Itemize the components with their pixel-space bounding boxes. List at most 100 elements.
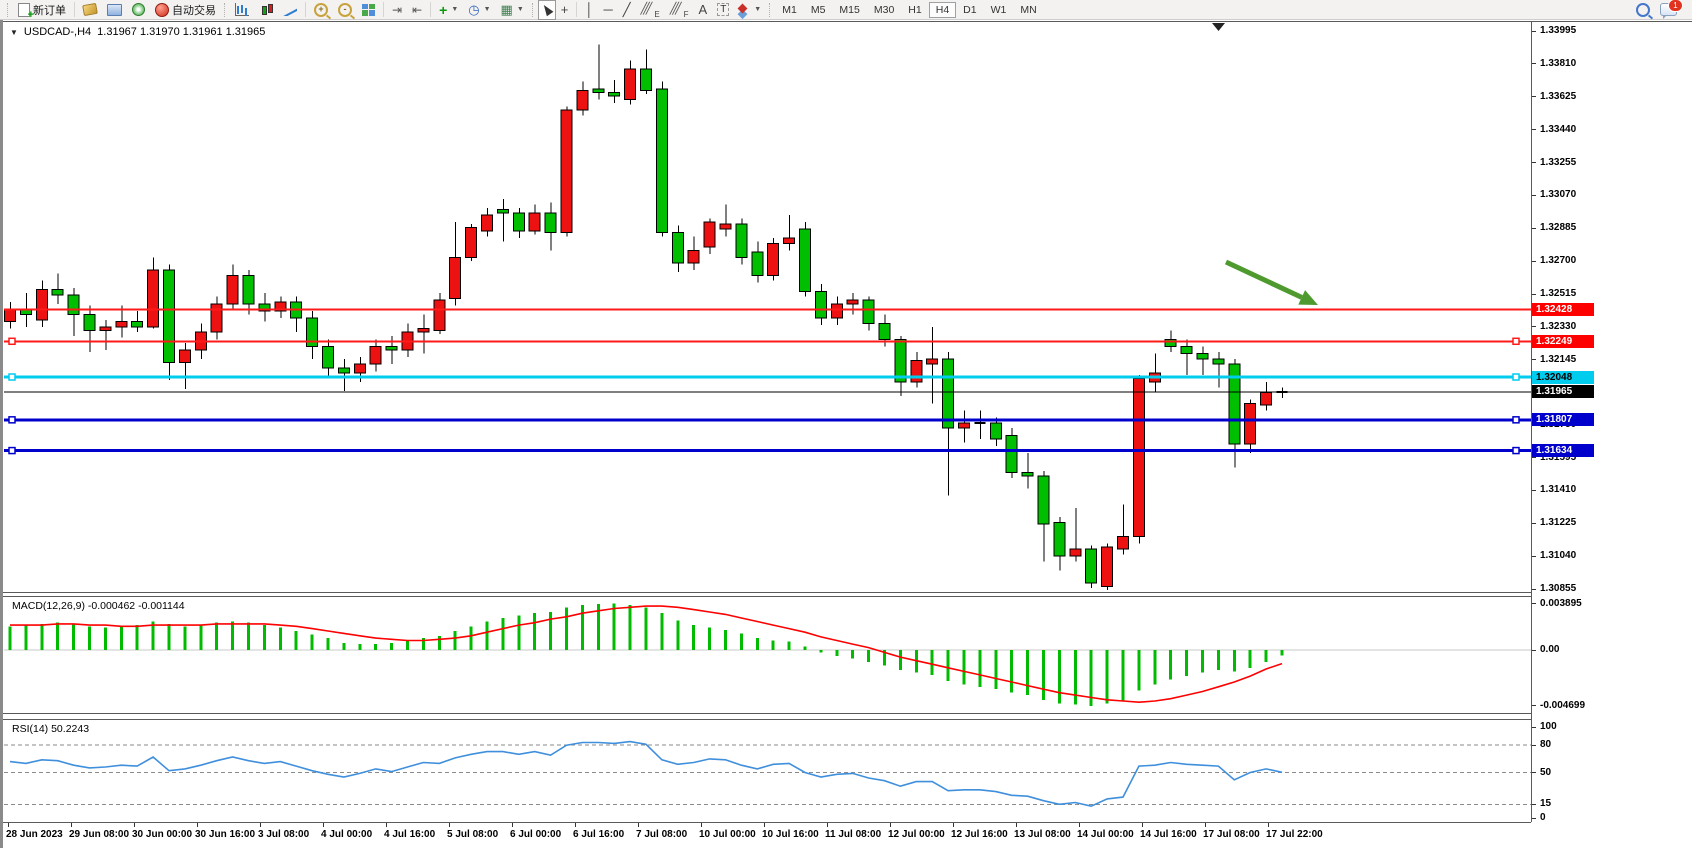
candle-bull <box>99 326 112 331</box>
price-tick-label: 1.32330 <box>1540 320 1577 332</box>
signals-button[interactable] <box>127 0 150 20</box>
fibonacci-tool-button[interactable]: ╱╱╱ F <box>665 0 694 20</box>
macd-pane[interactable] <box>4 597 1531 713</box>
splitter-macd-rsi[interactable] <box>3 713 1531 714</box>
symbol-label: USDCAD-,H4 <box>23 26 92 38</box>
splitter-macd-rsi-lower[interactable] <box>3 719 1531 720</box>
candle-bull <box>178 349 191 363</box>
candle-bear <box>1053 521 1066 557</box>
zoom-in-icon: + <box>314 2 328 17</box>
bar-chart-button[interactable] <box>230 0 254 20</box>
price-tick-mark <box>1532 817 1536 819</box>
vertical-line-tool-button[interactable]: │ <box>580 0 598 20</box>
macd-bar <box>835 650 839 656</box>
candle-bull <box>958 422 970 429</box>
candle-bull <box>226 274 239 305</box>
rsi-pane[interactable] <box>4 720 1531 822</box>
autotrade-button[interactable]: 自动交易 <box>150 0 221 20</box>
candle-bear <box>51 289 64 296</box>
splitter-main-macd[interactable] <box>3 592 1531 593</box>
periods-button[interactable]: ◷ ▼ <box>463 0 495 20</box>
zoom-in-button[interactable]: + <box>309 0 333 20</box>
chart-shift-button[interactable]: ⇤ <box>407 0 427 20</box>
cursor-tool-button[interactable] <box>537 0 556 20</box>
timeframe-button-d1[interactable]: D1 <box>963 3 977 16</box>
crosshair-tool-button[interactable]: + <box>556 0 574 20</box>
search-button[interactable] <box>1631 0 1655 20</box>
tile-windows-button[interactable] <box>357 0 380 20</box>
new-order-button[interactable]: 新订单 <box>13 0 71 21</box>
zoom-out-icon: - <box>338 2 352 17</box>
time-tick-label: 12 Jul 00:00 <box>888 829 945 840</box>
line-chart-button[interactable] <box>278 0 302 20</box>
text-label-tool-button[interactable]: T <box>712 0 734 20</box>
candlestick-chart-button[interactable] <box>254 0 278 20</box>
candle-bear <box>1164 338 1177 347</box>
price-axis[interactable]: 1.33995 1.33810 1.33625 1.33440 1.33255 1.330… <box>1532 22 1692 823</box>
time-axis[interactable]: 28 Jun 2023 29 Jun 08:00 30 Jun 00:00 30 Ju… <box>4 823 1531 848</box>
rsi-chart[interactable] <box>4 720 1531 822</box>
symbol-dropdown-icon[interactable]: ▼ <box>10 27 18 37</box>
indicators-button[interactable]: + ▼ <box>434 0 463 20</box>
splitter-main-macd-lower[interactable] <box>3 596 1531 597</box>
main-chart-pane[interactable] <box>4 22 1531 592</box>
timeframe-button-m30[interactable]: M30 <box>873 3 895 16</box>
candle-bull <box>576 90 589 111</box>
toolbar-drag-handle[interactable] <box>224 2 227 17</box>
price-tick-mark <box>1532 489 1536 491</box>
candlestick-chart[interactable] <box>4 22 1531 592</box>
timeframe-button-m15[interactable]: M15 <box>839 3 860 16</box>
chat-button[interactable]: 1 <box>1655 0 1683 20</box>
market-watch-button[interactable] <box>102 0 127 20</box>
price-tag: 1.31807 <box>1532 413 1594 427</box>
macd-bar <box>994 650 998 690</box>
timeframe-button-w1[interactable]: W1 <box>990 3 1007 16</box>
time-tick-mark <box>134 823 135 827</box>
macd-bar <box>231 621 235 650</box>
toolbar-drag-handle[interactable] <box>531 2 535 17</box>
macd-bar <box>771 640 775 650</box>
time-tick-label: 10 Jul 00:00 <box>699 829 756 840</box>
price-tick-label: 1.30855 <box>1540 583 1577 594</box>
macd-chart[interactable] <box>4 597 1531 713</box>
hline-handle <box>8 337 16 346</box>
timeframe-button-h1[interactable]: H1 <box>908 3 922 16</box>
timeframe-button-m5[interactable]: M5 <box>810 3 826 16</box>
channel-sub-label: E <box>654 9 660 19</box>
new-order-icon <box>18 2 34 21</box>
horizontal-line-tool-button[interactable]: ─ <box>598 0 617 20</box>
zoom-out-button[interactable]: - <box>333 0 357 20</box>
price-tick-label: 1.33810 <box>1540 57 1577 69</box>
toolbar-drag-handle[interactable] <box>7 2 10 17</box>
price-tick-mark <box>1532 522 1536 524</box>
macd-bar <box>1010 650 1014 693</box>
candle-bear <box>655 88 668 234</box>
trendline-tool-button[interactable]: ╱ <box>618 0 636 20</box>
auto-scroll-button[interactable]: ⇥ <box>387 0 407 20</box>
timeframe-button-mn[interactable]: MN <box>1020 3 1037 16</box>
time-tick-mark <box>1268 823 1269 827</box>
profiles-button[interactable] <box>78 0 102 20</box>
macd-bar <box>1105 650 1109 704</box>
price-tick-mark <box>1532 227 1536 229</box>
timeframe-button-m1[interactable]: M1 <box>782 3 797 16</box>
macd-bar <box>247 622 250 650</box>
text-tool-button[interactable]: A <box>694 0 713 20</box>
arrows-tool-button[interactable]: ▼ <box>734 0 766 20</box>
timeframe-button-h4[interactable]: H4 <box>928 1 957 18</box>
channel-tool-button[interactable]: ╱╱╱ E <box>636 0 665 20</box>
candle-bear <box>67 294 80 315</box>
price-tick-mark <box>1532 162 1536 163</box>
templates-button[interactable]: ▦ ▼ <box>496 0 529 20</box>
time-tick-label: 7 Jul 08:00 <box>636 829 688 840</box>
toolbar-drag-handle[interactable] <box>769 2 772 17</box>
macd-indicator-label: MACD(12,26,9) -0.000462 -0.001144 <box>12 600 185 612</box>
candle-bear <box>1212 358 1225 365</box>
macd-bar <box>867 650 871 662</box>
macd-bar <box>517 615 521 650</box>
candle-bear <box>337 367 350 374</box>
candle-bear <box>322 345 334 369</box>
price-tick-label: 1.32515 <box>1540 288 1577 299</box>
price-tick-label: 1.33070 <box>1540 189 1577 201</box>
candle-bear <box>496 209 509 214</box>
